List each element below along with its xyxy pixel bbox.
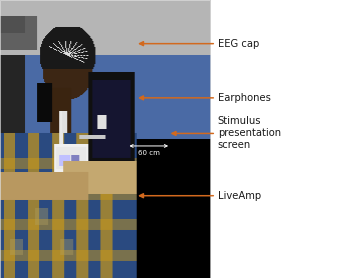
Text: Earphones: Earphones — [218, 93, 271, 103]
Text: 60 cm: 60 cm — [138, 150, 160, 156]
Text: LiveAmp: LiveAmp — [218, 191, 261, 201]
Text: EEG cap: EEG cap — [218, 39, 259, 49]
Bar — [0, 0, 210, 278]
Text: Stimulus
presentation
screen: Stimulus presentation screen — [218, 116, 281, 150]
